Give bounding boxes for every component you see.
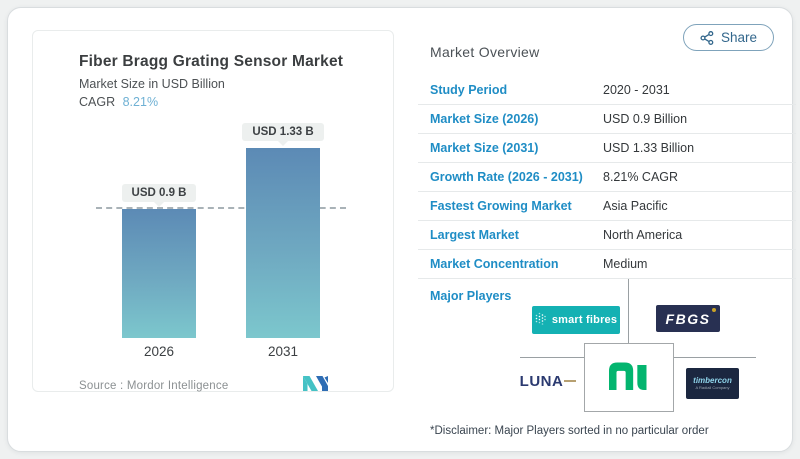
table-row: Market Size (2031) USD 1.33 Billion xyxy=(418,134,796,163)
chart-title: Fiber Bragg Grating Sensor Market xyxy=(79,53,344,70)
market-size-chart-card: Fiber Bragg Grating Sensor Market Market… xyxy=(32,30,394,392)
mordor-intelligence-logo-icon xyxy=(303,375,329,397)
timbercon-logo: timbercon A Radiall Company xyxy=(686,368,739,399)
row-value-market-concentration: Medium xyxy=(603,257,648,271)
luna-wordmark: LUNA xyxy=(519,372,564,390)
row-value-growth-rate: 8.21% CAGR xyxy=(603,170,679,184)
x-tick-2031: 2031 xyxy=(267,344,299,359)
overview-title: Market Overview xyxy=(430,44,540,60)
x-axis-labels: 2026 2031 xyxy=(96,344,346,359)
source-row: Source : Mordor Intelligence xyxy=(79,375,363,397)
table-row: Fastest Growing Market Asia Pacific xyxy=(418,192,796,221)
row-label-market-concentration: Market Concentration xyxy=(430,257,559,271)
smart-fibres-wordmark: smart fibres xyxy=(551,314,618,326)
bar-value-label-2031: USD 1.33 B xyxy=(242,123,324,141)
x-tick-2026: 2026 xyxy=(143,344,175,359)
dot-grid-icon xyxy=(535,312,546,328)
fbgs-gold-dot-icon xyxy=(712,308,716,312)
bar-label-caret xyxy=(154,202,164,207)
table-row: Study Period 2020 - 2031 xyxy=(418,76,796,105)
bar-value-label-2026: USD 0.9 B xyxy=(121,184,197,202)
luna-dash-icon xyxy=(564,380,577,382)
cagr-value: 8.21% xyxy=(122,95,159,109)
chart-subtitle: Market Size in USD Billion xyxy=(79,77,225,91)
bar-column-2026: USD 0.9 B xyxy=(121,123,197,338)
timbercon-subtext: A Radiall Company xyxy=(695,384,730,390)
report-card: Share Fiber Bragg Grating Sensor Market … xyxy=(7,7,796,452)
luna-logo: LUNA xyxy=(518,371,578,391)
source-attribution: Source : Mordor Intelligence xyxy=(79,380,229,392)
bar-label-caret xyxy=(278,141,288,146)
cagr-label: CAGR xyxy=(79,95,116,109)
connector-vertical-line xyxy=(628,279,629,345)
row-value-study-period: 2020 - 2031 xyxy=(603,83,670,97)
table-row: Market Size (2026) USD 0.9 Billion xyxy=(418,105,796,134)
table-row: Growth Rate (2026 - 2031) 8.21% CAGR xyxy=(418,163,796,192)
fbgs-logo: FBGS xyxy=(656,305,720,332)
row-label-study-period: Study Period xyxy=(430,83,508,97)
smart-fibres-logo: smart fibres xyxy=(532,306,620,334)
major-players-diagram: Major Players smart fibres FBGS xyxy=(418,279,796,415)
row-label-market-size-2031: Market Size (2031) xyxy=(430,141,539,155)
ni-logo-box xyxy=(584,343,674,412)
row-label-market-size-2026: Market Size (2026) xyxy=(430,112,539,126)
bar-column-2031: USD 1.33 B xyxy=(242,123,324,338)
ni-logo-icon xyxy=(607,360,651,395)
share-icon xyxy=(700,30,714,45)
fbgs-wordmark: FBGS xyxy=(665,310,711,327)
market-overview-panel: Market Overview Study Period 2020 - 2031… xyxy=(418,44,796,437)
cagr-line: CAGR 8.21% xyxy=(79,95,363,109)
disclaimer-text: *Disclaimer: Major Players sorted in no … xyxy=(430,425,709,437)
row-label-largest-market: Largest Market xyxy=(430,228,519,242)
table-row: Largest Market North America xyxy=(418,221,796,250)
bar-chart: USD 0.9 B USD 1.33 B xyxy=(96,123,346,338)
bars-group: USD 0.9 B USD 1.33 B xyxy=(96,123,346,338)
timbercon-wordmark: timbercon xyxy=(693,375,732,385)
bar-2031 xyxy=(246,148,320,338)
row-value-market-size-2026: USD 0.9 Billion xyxy=(603,112,688,126)
share-button[interactable]: Share xyxy=(682,24,774,51)
share-button-label: Share xyxy=(720,30,757,45)
major-players-label: Major Players xyxy=(430,289,512,303)
reference-line xyxy=(96,207,346,209)
bar-2026 xyxy=(122,209,196,338)
row-value-largest-market: North America xyxy=(603,228,683,242)
row-value-market-size-2031: USD 1.33 Billion xyxy=(603,141,695,155)
row-label-growth-rate: Growth Rate (2026 - 2031) xyxy=(430,170,583,184)
row-value-fastest-growing-market: Asia Pacific xyxy=(603,199,668,213)
table-row: Market Concentration Medium xyxy=(418,250,796,279)
row-label-fastest-growing-market: Fastest Growing Market xyxy=(430,199,572,213)
